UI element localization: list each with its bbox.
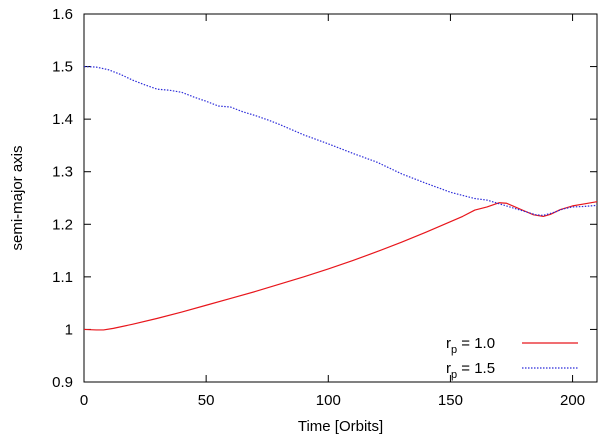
tick-labels: 0 50 100 150 200 0.9 1 1.1 1.2 1.3 1.4 1.5 1.6 [52, 6, 585, 409]
x-tick-label: 150 [438, 392, 463, 409]
series-layer [83, 65, 598, 331]
ticks [83, 13, 597, 383]
y-tick-label: 1.6 [52, 6, 73, 23]
y-tick-label: 0.9 [52, 374, 73, 391]
y-tick-label: 1.3 [52, 164, 73, 181]
y-tick-label: 1 [65, 321, 73, 338]
series-line-1 [83, 201, 598, 331]
series-line-2 [83, 65, 598, 216]
legend-label-2: rp = 1.5 [446, 360, 495, 381]
y-axis-title: semi-major axis [9, 145, 26, 250]
y-tick-label: 1.1 [52, 269, 73, 286]
y-tick-label: 1.2 [52, 216, 73, 233]
x-tick-label: 200 [560, 392, 585, 409]
x-axis-title: Time [Orbits] [298, 418, 383, 435]
legend-label-1: rp = 1.0 [446, 335, 495, 356]
y-tick-label: 1.5 [52, 59, 73, 76]
x-tick-label: 50 [198, 392, 215, 409]
y-tick-label: 1.4 [52, 111, 73, 128]
legend: rp = 1.0 rp = 1.5 [446, 335, 578, 381]
plot-area [83, 13, 598, 383]
x-tick-label: 0 [80, 392, 88, 409]
x-tick-label: 100 [316, 392, 341, 409]
